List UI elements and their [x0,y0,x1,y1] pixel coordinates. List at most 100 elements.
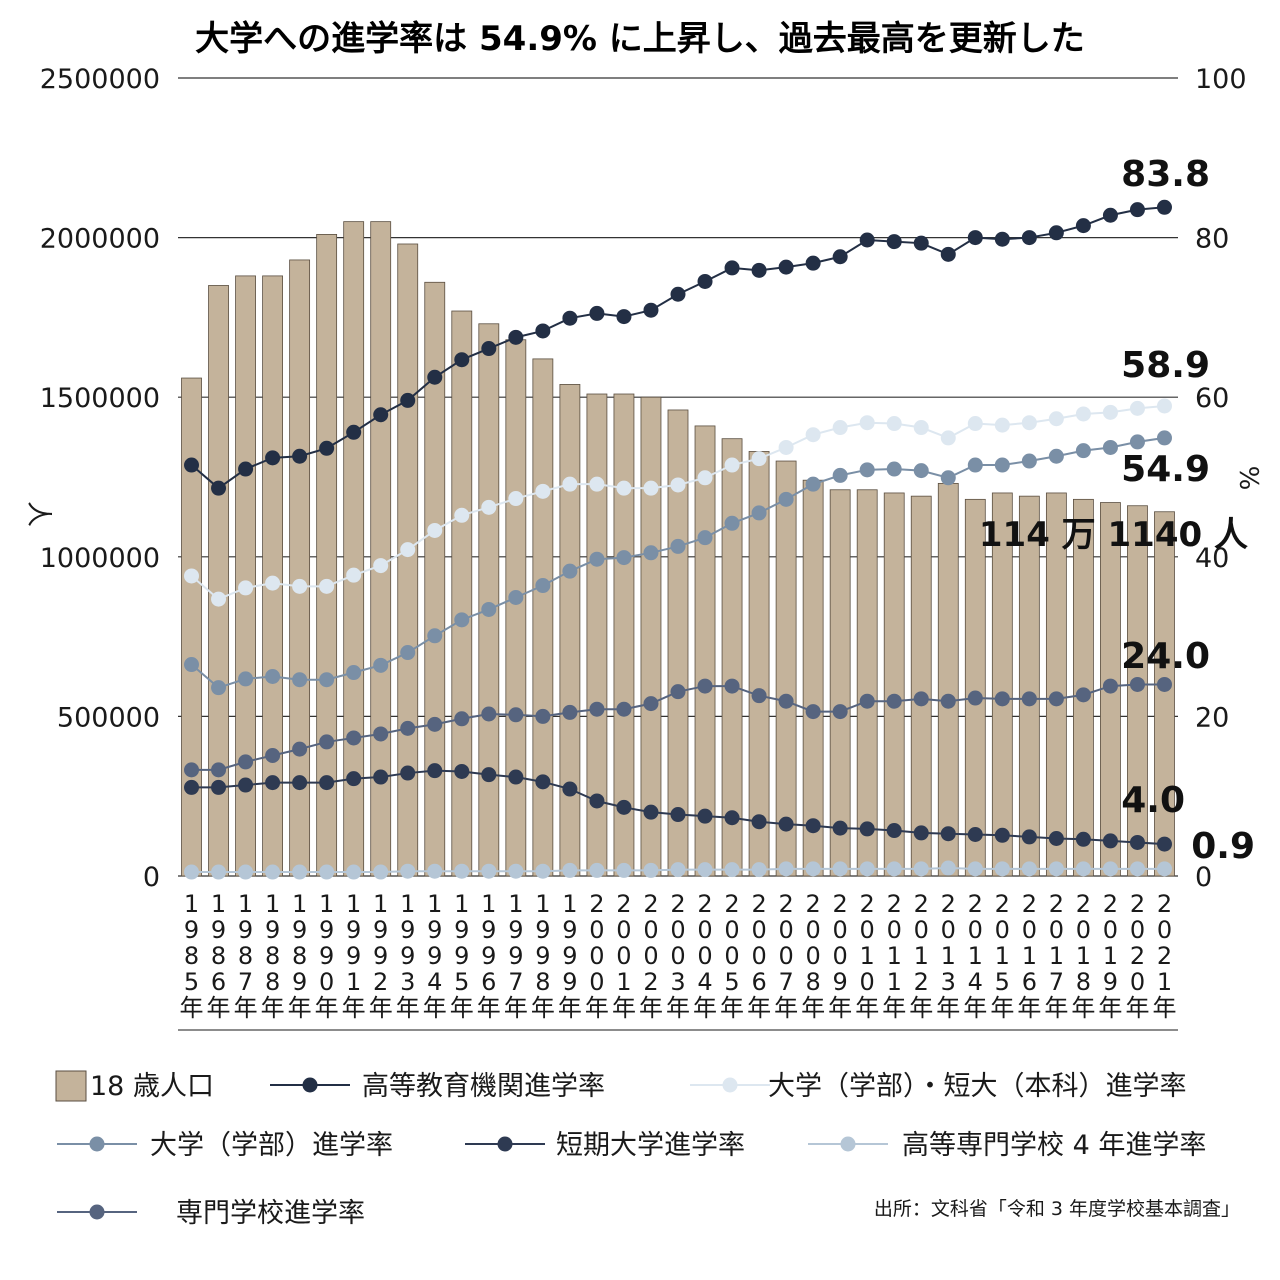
series-3-point-1991 [346,730,362,746]
series-0-point-2003 [670,286,686,302]
x-tick-label-char: 1 [265,890,280,918]
x-tick-label-char: 1 [1157,968,1172,996]
bar-1998 [532,358,554,877]
series-4-point-2010 [859,821,875,837]
y-left-tick-label: 2000000 [40,224,160,255]
x-tick-label-char: 2 [751,890,766,918]
x-tick-label-char: 1 [562,890,577,918]
bar-1995 [451,310,473,877]
x-tick-label-char: 1 [346,968,361,996]
x-tick-label-char: 年 [666,994,690,1022]
x-tick-label-char: 1 [481,890,496,918]
series-2-point-1985 [184,657,200,673]
x-tick-label-char: 年 [585,994,609,1022]
legend-label-3: 大学（学部）進学率 [150,1130,393,1161]
x-tick-label-char: 0 [833,942,848,970]
x-tick-label-char: 2 [643,968,658,996]
series-0-point-1994 [427,369,443,385]
series-2-point-2005 [724,515,740,531]
series-0-point-2016 [1021,230,1037,246]
series-0-point-2010 [859,232,875,248]
x-tick-label-char: 3 [941,968,956,996]
bar-1985 [181,377,202,877]
bar-2009 [829,489,851,877]
bar-1999 [559,384,581,877]
x-tick-label-char: 1 [1076,942,1091,970]
y-left-unit: 人 [23,501,53,527]
x-tick-label-char: 1 [860,942,875,970]
series-0-point-2008 [805,255,821,271]
legend-label-2: 大学（学部）・短大（本科）進学率 [768,1071,1187,1102]
x-tick-label-char: 年 [396,994,420,1022]
series-3-point-1989 [292,741,308,757]
series-0-point-2002 [643,302,659,318]
x-tick-label-char: 1 [427,890,442,918]
x-tick-label-char: 9 [535,916,550,944]
x-tick-label-char: 年 [774,994,798,1022]
x-tick-label-char: 年 [855,994,879,1022]
bar-2004 [694,425,716,877]
x-tick-label-char: 1 [319,890,334,918]
x-tick-label-char: 0 [1049,916,1064,944]
x-tick-label-char: 9 [481,942,496,970]
series-0-point-2015 [994,231,1010,247]
x-tick-label-char: 年 [909,994,933,1022]
x-tick-label-char: 0 [1130,968,1145,996]
series-2-point-2013 [940,470,956,486]
y-right-tick-label: 0 [1195,862,1212,893]
series-5-point-1999 [562,862,578,878]
series-3-point-2005 [724,678,740,694]
x-tick-label-char: 9 [562,916,577,944]
bar-2014 [964,498,986,877]
series-0-point-2004 [697,273,713,289]
x-tick-label-char: 6 [481,968,496,996]
series-0-point-2014 [967,230,983,246]
series-2-point-2007 [778,491,794,507]
x-tick-label-char: 9 [427,942,442,970]
x-tick-label-char: 5 [454,968,469,996]
x-tick-label-char: 1 [941,942,956,970]
x-tick-label-char: 0 [751,916,766,944]
x-tick-label-char: 8 [535,968,550,996]
annotation-1: 58.9 [1121,345,1210,386]
bar-1996 [478,323,500,877]
series-4-point-1999 [562,781,578,797]
source-note: 出所：文科省「令和 3 年度学校基本調査」 [874,1198,1240,1220]
x-tick-label-char: 2 [1049,890,1064,918]
x-tick-label-char: 2 [1076,890,1091,918]
series-4-point-1995 [454,763,470,779]
series-1-point-2014 [967,416,983,432]
bar-1997 [505,339,527,877]
x-tick-label-char: 年 [531,994,555,1022]
series-5-point-2018 [1075,861,1091,877]
series-5-point-2016 [1021,861,1037,877]
x-tick-label-char: 年 [1044,994,1068,1022]
x-tick-label-char: 9 [454,916,469,944]
series-3-point-2021 [1156,676,1172,692]
series-4-point-2020 [1129,834,1145,850]
series-5-point-1994 [427,863,443,879]
series-5-point-1997 [508,863,524,879]
series-4-point-1990 [319,775,335,791]
x-tick-label-char: 9 [562,942,577,970]
series-5-point-1998 [535,863,551,879]
series-2-point-2001 [616,550,632,566]
series-3-point-1986 [211,762,227,778]
series-4-point-2008 [805,818,821,834]
series-5-point-2007 [778,861,794,877]
x-tick-label-char: 年 [207,994,231,1022]
series-2-point-1995 [454,612,470,628]
series-4-point-2002 [643,804,659,820]
x-tick-label-char: 9 [373,916,388,944]
x-tick-label-char: 9 [346,916,361,944]
x-tick-label-char: 9 [292,968,307,996]
x-tick-label-char: 9 [427,916,442,944]
series-4-point-2019 [1102,833,1118,849]
x-tick-label-char: 0 [887,916,902,944]
series-5-point-2006 [751,862,767,878]
x-tick-label-char: 年 [639,994,663,1022]
series-4-point-2017 [1048,830,1064,846]
x-tick-label-char: 年 [828,994,852,1022]
series-1-point-2013 [940,430,956,446]
series-1-point-1991 [346,567,362,583]
